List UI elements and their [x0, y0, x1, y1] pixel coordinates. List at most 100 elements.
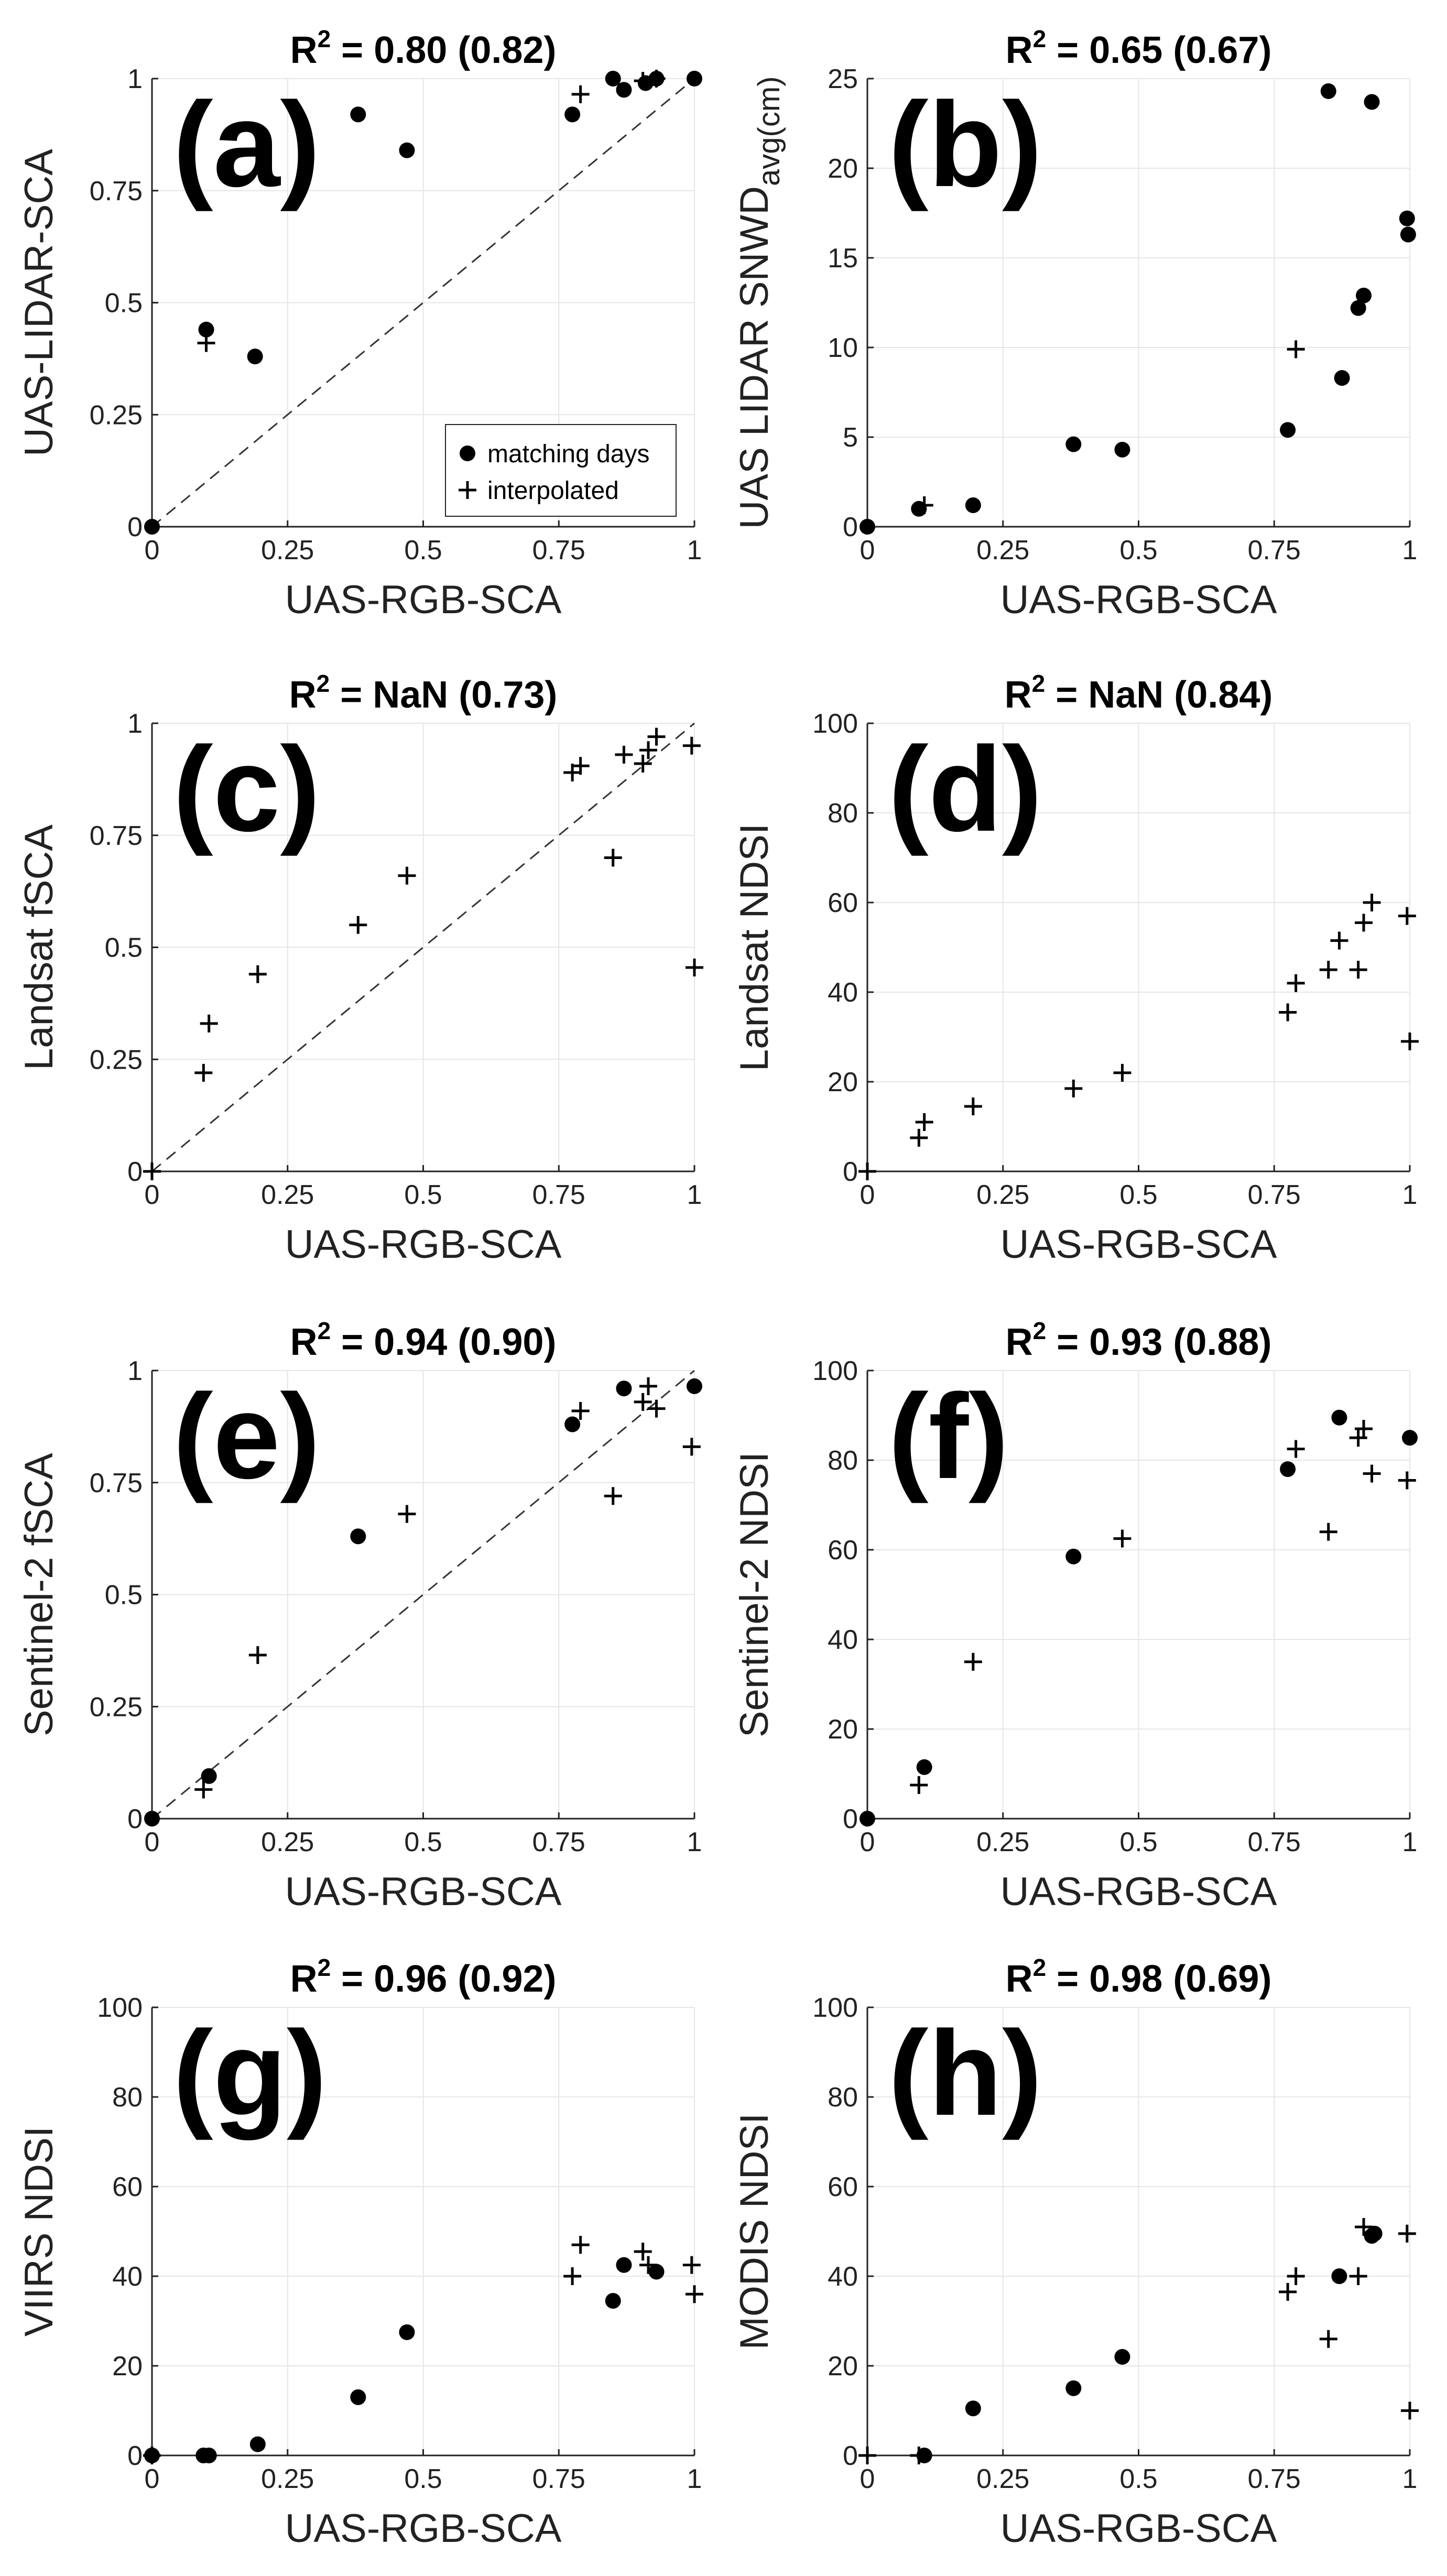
x-tick-label: 1	[687, 1180, 702, 1210]
one-to-one-line	[151, 78, 695, 528]
legend-plus-icon	[459, 481, 476, 499]
interpolated-point	[194, 1780, 213, 1799]
matching-day-point	[605, 2293, 621, 2309]
y-tick-label: 0.25	[90, 1692, 143, 1722]
panel-letter: (g)	[173, 2006, 327, 2140]
title-superscript: 2	[1032, 670, 1046, 697]
x-tick-label: 0.75	[532, 1180, 585, 1210]
matching-day-point	[564, 106, 581, 123]
panel-letter: (h)	[888, 2006, 1042, 2140]
matching-day-point	[201, 1768, 217, 1784]
x-tick-label: 0	[860, 535, 875, 566]
matching-day-point	[648, 2264, 665, 2280]
y-tick-label: 1	[127, 64, 143, 94]
matching-day-point	[1280, 422, 1296, 438]
matching-day-point	[198, 321, 214, 338]
x-tick-label: 0.75	[1248, 535, 1301, 566]
interpolated-point	[647, 1399, 666, 1418]
x-tick-label: 0.5	[1119, 1827, 1157, 1857]
interpolated-point	[1355, 2218, 1373, 2236]
panel-title: R2 = 0.96 (0.92)	[290, 1954, 557, 2000]
y-tick-label: 0.5	[105, 1580, 143, 1611]
interpolated-point	[910, 2447, 928, 2464]
title-value: = NaN (0.84)	[1045, 674, 1272, 716]
interpolated-point	[1330, 931, 1348, 950]
matching-day-point	[350, 106, 366, 123]
title-superscript: 2	[1033, 25, 1047, 52]
matching-day-point	[965, 497, 981, 513]
matching-day-point	[350, 2389, 366, 2405]
interpolated-point	[143, 2447, 161, 2464]
y-tick-label: 0.25	[90, 400, 143, 430]
matching-day-point	[965, 2400, 981, 2417]
matching-day-point	[860, 1811, 875, 1827]
title-superscript: 2	[318, 1954, 331, 1981]
interpolated-point	[349, 916, 367, 934]
matching-day-point	[144, 1811, 160, 1827]
y-axis-label-main: Sentinel-2 NDSI	[732, 1452, 777, 1737]
one-to-one-line	[151, 722, 695, 1172]
interpolated-point	[1319, 2330, 1337, 2348]
interpolated-point	[1287, 2267, 1305, 2285]
interpolated-point	[686, 958, 703, 976]
x-axis-label: UAS-RGB-SCA	[285, 1869, 562, 1914]
matching-day-point	[687, 1378, 702, 1394]
matching-day-point	[564, 1416, 581, 1432]
interpolated-point	[682, 2256, 701, 2274]
x-axis-label: UAS-RGB-SCA	[1000, 2506, 1277, 2551]
panel-title: R2 = 0.98 (0.69)	[1006, 1954, 1272, 2000]
panel-letter: (a)	[173, 77, 320, 212]
interpolated-point	[686, 2285, 703, 2303]
matching-day-point	[860, 519, 875, 535]
y-tick-label: 20	[828, 1067, 858, 1097]
y-tick-label: 20	[828, 154, 858, 184]
interpolated-point	[1363, 1464, 1381, 1483]
x-tick-label: 1	[687, 535, 702, 566]
y-axis-label-main: Landsat fSCA	[17, 824, 61, 1070]
interpolated-point	[1287, 1440, 1305, 1458]
matching-day-point	[616, 1381, 632, 1397]
y-tick-label: 0.25	[90, 1045, 143, 1075]
panel-title: R2 = 0.94 (0.90)	[290, 1317, 557, 1363]
y-tick-label: 80	[112, 2082, 143, 2113]
interpolated-point	[197, 334, 215, 352]
interpolated-point	[647, 70, 666, 88]
y-tick-label: 0.75	[90, 821, 143, 851]
y-tick-label: 0	[843, 2441, 858, 2471]
panel-letter: (b)	[888, 77, 1042, 212]
interpolated-point	[910, 1128, 928, 1147]
matching-day-point	[1400, 226, 1416, 243]
matching-day-point	[350, 1528, 366, 1545]
matching-day-point	[916, 1759, 932, 1775]
interpolated-point	[639, 741, 658, 759]
matching-day-point	[399, 2324, 415, 2340]
y-tick-label: 100	[812, 709, 858, 739]
title-value: = 0.65 (0.67)	[1046, 29, 1271, 71]
interpolated-point	[647, 727, 666, 746]
x-tick-label: 0.75	[1248, 1180, 1301, 1210]
y-axis-label: UAS LIDAR SNWDavg(cm)	[732, 76, 786, 529]
y-axis-label: MODIS NDSI	[732, 2113, 777, 2350]
interpolated-point	[571, 2236, 590, 2254]
y-tick-label: 80	[828, 2082, 858, 2113]
panel-e: 0 0.25 0.5 0.75 1 0 0.25 0.5 0.75 1 (e) R2 = 0.94 (…	[17, 1317, 702, 1914]
matching-day-point	[1356, 287, 1372, 303]
x-tick-label: 0.25	[976, 2464, 1029, 2494]
x-tick-label: 0.5	[404, 535, 442, 566]
matching-day-point	[1320, 83, 1336, 99]
title-value: = 0.96 (0.92)	[331, 1958, 556, 2000]
x-tick-label: 0	[145, 1180, 160, 1210]
title-superscript: 2	[318, 25, 331, 52]
x-tick-label: 0.25	[261, 535, 314, 566]
interpolated-point	[1355, 1420, 1373, 1438]
y-axis-label: Landsat fSCA	[17, 824, 61, 1070]
legend-dot-icon	[460, 445, 475, 461]
y-tick-label: 60	[828, 888, 858, 918]
y-axis-label-main: MODIS NDSI	[732, 2113, 777, 2350]
x-tick-label: 0.75	[1248, 1827, 1301, 1857]
x-tick-label: 0	[860, 2464, 875, 2494]
y-tick-label: 0.75	[90, 176, 143, 206]
y-axis-label: Landsat NDSI	[732, 823, 777, 1071]
x-tick-label: 0.25	[976, 1180, 1029, 1210]
